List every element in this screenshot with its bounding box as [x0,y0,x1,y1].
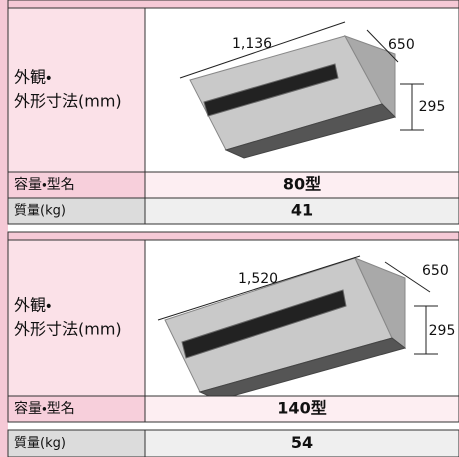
capacity-label: 容量・型名 [14,400,75,417]
height-dimension: 295 [429,323,456,339]
capacity-value: 80型 [283,175,321,194]
width-dimension: 1,136 [232,36,272,52]
capacity-label: 容量・型名 [14,176,75,193]
width-dimension: 1,520 [238,271,278,287]
value-cell [144,171,459,199]
appearance-label: 外形寸法(mm) [14,320,122,339]
dim-line [384,261,431,293]
mass-label: 質量(kg) [14,203,66,219]
height-dimension: 295 [419,99,446,115]
depth-dimension: 650 [388,37,415,53]
mass-value: 54 [291,433,313,452]
mass-label: 質量(kg) [14,435,66,451]
capacity-value: 140型 [277,399,326,418]
label-cell [7,197,146,225]
label-cell [7,7,146,173]
side-strip [0,0,8,457]
appearance-label: 外形寸法(mm) [14,92,122,111]
unit-bottom [224,103,396,159]
appearance-label: 外観・ [14,296,51,315]
dim-line [157,255,361,321]
appearance-label: 外観・ [14,68,51,87]
value-cell [144,395,459,423]
depth-dimension: 650 [422,263,449,279]
label-cell [7,239,146,397]
label-cell [7,395,146,423]
value-cell [144,429,459,457]
dim-line [366,29,399,63]
unit-vent [203,63,339,117]
header-strip [7,0,459,9]
header-strip [7,231,459,241]
dim-line [179,21,346,79]
value-cell [144,197,459,225]
mass-value: 41 [291,201,313,220]
unit-vent [181,289,347,359]
